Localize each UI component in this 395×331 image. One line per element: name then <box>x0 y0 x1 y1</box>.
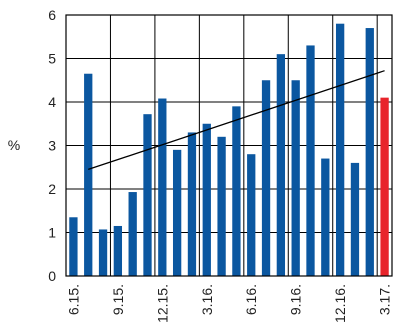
bar <box>321 158 330 276</box>
bar <box>276 54 286 277</box>
bar <box>350 162 360 276</box>
trendline <box>88 70 385 171</box>
bar <box>232 106 241 276</box>
y-tick-label: 5 <box>48 51 56 67</box>
y-tick-label: 3 <box>48 138 56 154</box>
bar <box>202 123 211 276</box>
bar <box>261 80 271 276</box>
bar <box>98 229 108 276</box>
bar <box>143 114 152 277</box>
y-tick-label: 4 <box>48 94 56 110</box>
bar <box>306 45 315 277</box>
y-axis-label: % <box>8 137 20 153</box>
bar <box>217 136 226 276</box>
bar <box>113 225 123 276</box>
x-tick-label: 9.15. <box>110 284 126 315</box>
bar <box>69 217 78 276</box>
plot-frame <box>65 14 393 277</box>
y-tick-label: 2 <box>48 181 56 197</box>
trendline-group <box>88 70 385 171</box>
x-tick-label: 6.16. <box>243 284 259 315</box>
bar <box>335 23 345 277</box>
bar <box>84 73 93 276</box>
y-tick-label: 1 <box>48 225 56 241</box>
gridlines <box>66 15 392 276</box>
y-axis-ticks: 0 1 2 3 4 5 6 <box>48 7 56 284</box>
x-tick-label: 12.15. <box>154 284 170 323</box>
x-tick-label: 6.15. <box>65 284 81 315</box>
bar <box>247 154 256 276</box>
x-tick-label: 3.17. <box>377 284 393 315</box>
x-tick-label: 12.16. <box>332 284 348 323</box>
plot-border <box>65 14 393 277</box>
bar <box>187 132 197 276</box>
x-tick-label: 9.16. <box>288 284 304 315</box>
bar-highlight <box>380 97 389 277</box>
bar <box>158 98 167 277</box>
bar <box>172 149 182 276</box>
x-axis-ticks: 6.15. 9.15. 12.15. 3.16. 6.16. 9.16. 12.16. 3.1… <box>65 284 392 323</box>
y-tick-label: 0 <box>48 268 56 284</box>
x-tick-label: 3.16. <box>199 284 215 315</box>
bars <box>69 23 389 277</box>
bar <box>291 80 300 276</box>
bar <box>128 192 137 276</box>
bar <box>365 28 374 276</box>
y-tick-label: 6 <box>48 7 56 23</box>
